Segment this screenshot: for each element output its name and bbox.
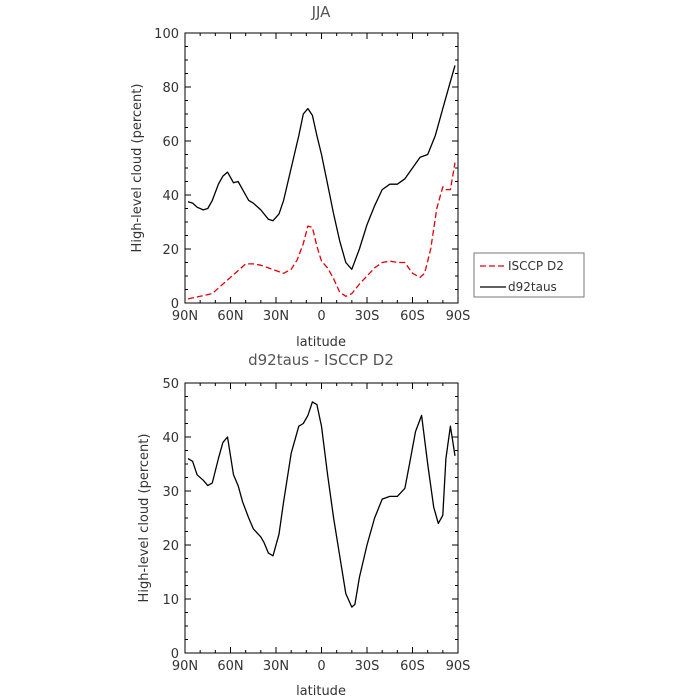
- y-tick-label: 0: [171, 647, 179, 662]
- x-tick-label: 90S: [446, 309, 471, 324]
- y-tick-label: 30: [162, 485, 179, 500]
- x-tick-label: 60S: [400, 659, 425, 674]
- y-tick-label: 20: [162, 243, 179, 258]
- x-tick-label: 30S: [355, 659, 380, 674]
- series-line-series-0: [187, 401, 456, 608]
- legend-label-isccp: ISCCP D2: [508, 259, 564, 273]
- y-tick-labels: 0 20 40 60 80 100: [154, 27, 179, 312]
- x-tick-label: 30S: [355, 309, 380, 324]
- y-tick-label: 50: [162, 377, 179, 392]
- x-tick-label: 60N: [217, 309, 243, 324]
- y-tick-label: 10: [162, 593, 179, 608]
- x-tick-label: 90N: [172, 309, 198, 324]
- y-tick-label: 60: [162, 135, 179, 150]
- tick-marks: [184, 382, 459, 654]
- x-tick-label: 30N: [263, 659, 289, 674]
- x-tick-label: 30N: [263, 309, 289, 324]
- x-axis-label: latitude: [296, 335, 346, 350]
- x-tick-labels: 90N 60N 30N 0 30S 60S 90S: [172, 309, 471, 324]
- x-axis-label: latitude: [296, 684, 346, 699]
- tick-marks: [184, 32, 459, 304]
- y-tick-label: 40: [162, 431, 179, 446]
- chart-title: JJA: [311, 3, 332, 21]
- y-tick-label: 0: [171, 297, 179, 312]
- series-line-d92taus: [187, 65, 456, 270]
- x-tick-label: 0: [317, 309, 325, 324]
- y-axis-label: High-level cloud (percent): [130, 84, 145, 253]
- y-tick-label: 80: [162, 81, 179, 96]
- legend: ISCCP D2 d92taus: [473, 252, 585, 298]
- y-tick-labels: 0 10 20 30 40 50: [162, 377, 179, 662]
- y-tick-label: 100: [154, 27, 179, 42]
- panel-difference: d92taus - ISCCP D2 0 10 20 30 40 50 90N 60N 30N…: [137, 351, 470, 699]
- plot-frame: [184, 32, 459, 304]
- chart-title: d92taus - ISCCP D2: [248, 351, 394, 369]
- legend-label-d92taus: d92taus: [508, 280, 557, 294]
- x-tick-labels: 90N 60N 30N 0 30S 60S 90S: [172, 659, 471, 674]
- series-lines: [187, 401, 456, 608]
- x-tick-label: 60S: [400, 309, 425, 324]
- legend-box: [473, 252, 585, 298]
- x-tick-label: 90N: [172, 659, 198, 674]
- x-tick-label: 0: [317, 659, 325, 674]
- x-tick-label: 90S: [446, 659, 471, 674]
- series-lines: [187, 65, 456, 300]
- series-line-isccp-d2: [187, 162, 456, 300]
- panel-jja: JJA 0 20 40 60 80 100 90N 60N 30N 0 30S 60S 90S lat…: [130, 3, 585, 350]
- y-tick-label: 40: [162, 189, 179, 204]
- y-axis-label: High-level cloud (percent): [137, 434, 152, 603]
- y-tick-label: 20: [162, 539, 179, 554]
- x-tick-label: 60N: [217, 659, 243, 674]
